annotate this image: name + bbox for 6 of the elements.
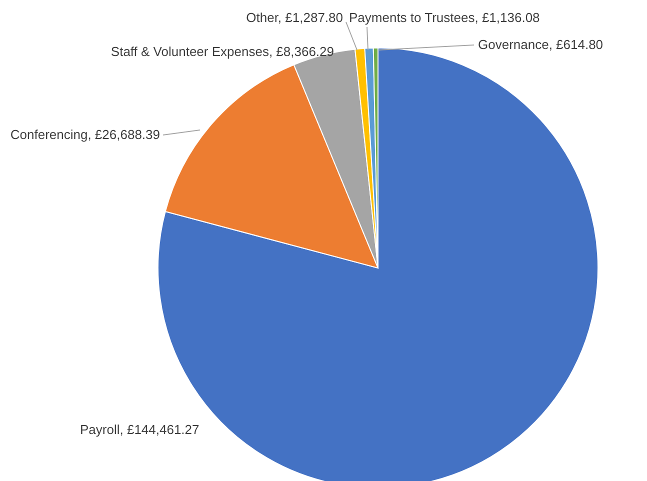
slice-label: Staff & Volunteer Expenses, £8,366.29 bbox=[110, 44, 334, 59]
slice-label: Conferencing, £26,688.39 bbox=[10, 127, 160, 142]
slice-label: Governance, £614.80 bbox=[478, 37, 604, 52]
slice-label: Other, £1,287.80 bbox=[246, 10, 343, 25]
slice-label: Payments to Trustees, £1,136.08 bbox=[349, 10, 540, 25]
slice-label: Payroll, £144,461.27 bbox=[80, 422, 200, 437]
